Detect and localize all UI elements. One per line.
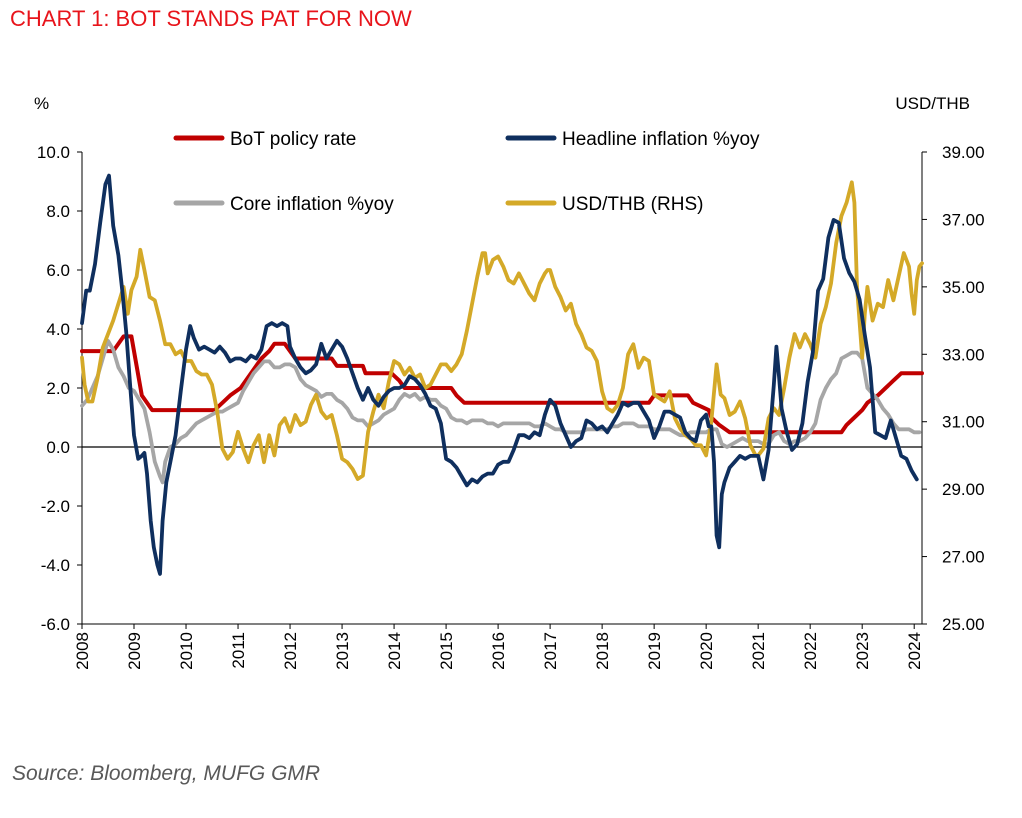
x-axis: 2008 2009 2010 2011 2012 2013 2014 2015 2016 2017…: [73, 624, 924, 670]
x-tick-label: 2024: [905, 632, 924, 670]
left-tick-label: -2.0: [41, 497, 70, 516]
chart-source: Source: Bloomberg, MUFG GMR: [12, 762, 321, 785]
chart-title: CHART 1: BOT STANDS PAT FOR NOW: [10, 6, 412, 31]
x-tick-label: 2009: [125, 632, 144, 670]
right-tick-label: 29.00: [942, 480, 985, 499]
right-tick-label: 33.00: [942, 345, 985, 364]
left-tick-label: 4.0: [46, 320, 70, 339]
right-axis: 25.00 27.00 29.00 31.00 33.00 35.00 37.00 39.00: [922, 143, 985, 634]
series-layer: [80, 173, 924, 576]
x-tick-label: 2023: [853, 632, 872, 670]
plot-frame: [81, 152, 923, 625]
right-tick-label: 39.00: [942, 143, 985, 162]
left-tick-label: 0.0: [46, 438, 70, 457]
series-line-headline: [80, 173, 919, 576]
x-tick-label: 2021: [749, 632, 768, 670]
x-tick-label: 2017: [541, 632, 560, 670]
left-tick-label: 6.0: [46, 261, 70, 280]
left-axis-unit: %: [34, 94, 49, 113]
left-axis: -6.0 -4.0 -2.0 0.0 2.0 4.0 6.0 8.0 10.0: [37, 143, 82, 634]
x-tick-label: 2008: [73, 632, 92, 670]
right-tick-label: 31.00: [942, 413, 985, 432]
x-tick-label: 2015: [437, 632, 456, 670]
x-tick-label: 2014: [385, 632, 404, 670]
legend-label-core: Core inflation %yoy: [230, 194, 394, 215]
left-tick-label: -6.0: [41, 615, 70, 634]
legend-label-headline: Headline inflation %yoy: [562, 129, 760, 150]
x-tick-label: 2011: [229, 632, 248, 669]
x-tick-label: 2020: [697, 632, 716, 670]
legend-label-usdthb: USD/THB (RHS): [562, 194, 703, 215]
x-tick-label: 2022: [801, 632, 820, 670]
right-tick-label: 35.00: [942, 278, 985, 297]
series-line-usdthb: [80, 180, 924, 481]
x-tick-label: 2016: [489, 632, 508, 670]
right-tick-label: 27.00: [942, 548, 985, 567]
right-tick-label: 37.00: [942, 210, 985, 229]
right-axis-unit: USD/THB: [895, 94, 970, 113]
legend: BoT policy rate Headline inflation %yoy Co…: [173, 129, 760, 215]
left-tick-label: 2.0: [46, 379, 70, 398]
x-tick-label: 2018: [593, 632, 612, 670]
left-tick-label: -4.0: [41, 556, 70, 575]
left-tick-label: 10.0: [37, 143, 70, 162]
right-tick-label: 25.00: [942, 615, 985, 634]
x-tick-label: 2012: [281, 632, 300, 670]
series-line-policy-rate: [80, 334, 924, 435]
legend-label-policy-rate: BoT policy rate: [230, 129, 356, 150]
left-tick-label: 8.0: [46, 202, 70, 221]
x-tick-label: 2010: [177, 632, 196, 670]
x-tick-label: 2013: [333, 632, 352, 670]
x-tick-label: 2019: [645, 632, 664, 670]
